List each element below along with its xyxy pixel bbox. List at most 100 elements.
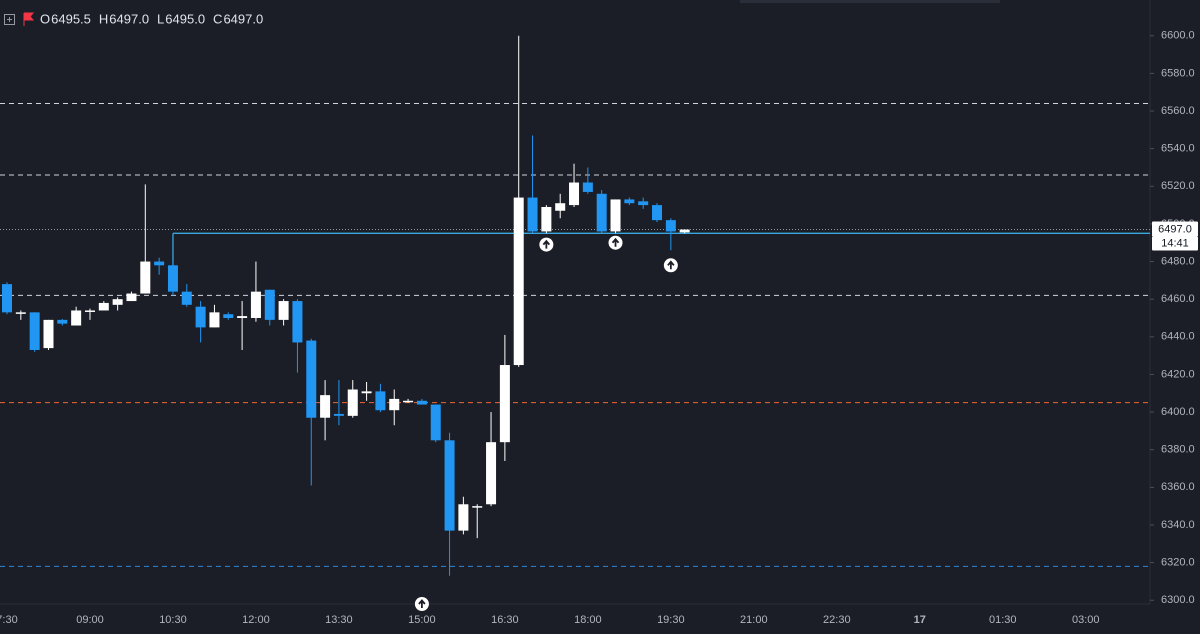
candle-body xyxy=(389,398,400,411)
y-tick-label: 6380.0 xyxy=(1161,444,1195,456)
expand-icon-plus xyxy=(7,17,12,22)
candle-body xyxy=(29,312,40,350)
candle-body xyxy=(347,389,358,416)
signal-marker xyxy=(539,237,554,252)
candle-body xyxy=(84,310,95,312)
candle-body xyxy=(15,312,26,314)
signal-arrow xyxy=(542,239,551,249)
signal-marker xyxy=(663,258,678,273)
candle-body xyxy=(403,400,414,403)
expand-icon[interactable] xyxy=(4,14,15,25)
candle-body xyxy=(361,391,372,394)
candle-body xyxy=(638,201,649,206)
y-tick-label: 6300.0 xyxy=(1161,594,1195,606)
candle-body xyxy=(333,413,344,416)
ohlc-legend: O 6495.5 H 6497.0 L 6495.0 C 6497.0 xyxy=(40,11,263,26)
x-tick-label: 7:30 xyxy=(0,614,18,626)
candle-body xyxy=(223,314,234,318)
candle-body xyxy=(486,442,497,505)
y-tick-label: 6520.0 xyxy=(1161,180,1195,192)
y-tick-label: 6340.0 xyxy=(1161,519,1195,531)
candle-body xyxy=(458,504,469,531)
candle-body xyxy=(278,301,289,320)
y-tick-label: 6420.0 xyxy=(1161,368,1195,380)
legend-key: H xyxy=(99,11,108,26)
legend-value: 6495.5 xyxy=(51,11,91,26)
candle-body xyxy=(541,206,552,232)
y-tick-label: 6600.0 xyxy=(1161,30,1195,42)
signal-marker xyxy=(414,597,429,611)
candle-body xyxy=(2,284,12,313)
price-label: 6497.0 xyxy=(1158,223,1192,235)
y-tick-label: 6560.0 xyxy=(1161,105,1195,117)
signal-arrow xyxy=(418,599,426,608)
candle-body xyxy=(195,306,206,328)
candle-body xyxy=(167,265,178,292)
y-tick-label: 6440.0 xyxy=(1161,331,1195,343)
x-tick-label: 12:00 xyxy=(242,614,270,626)
x-tick-label: 15:00 xyxy=(408,614,436,626)
x-tick-label: 03:00 xyxy=(1072,614,1100,626)
candle-body xyxy=(513,197,524,366)
candle-body xyxy=(250,291,261,318)
candle-body xyxy=(555,203,566,211)
x-tick-label: 21:00 xyxy=(740,614,768,626)
countdown-box xyxy=(1152,236,1198,251)
candle-body xyxy=(237,316,248,318)
flag-icon[interactable] xyxy=(23,12,35,26)
legend-key: L xyxy=(157,11,164,26)
candle-body xyxy=(624,199,635,204)
candle-body xyxy=(140,261,151,294)
countdown-label: 14:41 xyxy=(1161,237,1189,249)
candle-body xyxy=(43,319,54,349)
signal-marker xyxy=(608,235,623,250)
signal-arrow xyxy=(611,237,620,247)
candle-body xyxy=(292,301,303,343)
candle-body xyxy=(582,182,593,192)
x-tick-label: 09:00 xyxy=(76,614,104,626)
top-bar xyxy=(740,0,1000,3)
candle-body xyxy=(652,205,663,221)
candle-body xyxy=(472,506,483,508)
candle-body xyxy=(264,289,275,320)
x-tick-label: 17 xyxy=(914,614,926,626)
candle-body xyxy=(181,291,192,305)
candle-body xyxy=(499,365,510,443)
legend-key: O xyxy=(40,11,50,26)
legend-value: 6495.0 xyxy=(165,11,205,26)
x-tick-label: 16:30 xyxy=(491,614,519,626)
candle-body xyxy=(444,440,455,531)
y-tick-label: 6400.0 xyxy=(1161,406,1195,418)
candle-body xyxy=(112,299,123,305)
signal-arrow xyxy=(667,260,675,270)
y-tick-label: 6480.0 xyxy=(1161,255,1195,267)
y-tick-label: 6580.0 xyxy=(1161,67,1195,79)
x-tick-label: 01:30 xyxy=(989,614,1017,626)
x-tick-label: 18:00 xyxy=(574,614,602,626)
candle-body xyxy=(209,312,220,328)
candle-body xyxy=(569,182,580,206)
y-tick-label: 6320.0 xyxy=(1161,557,1195,569)
candle-body xyxy=(527,197,538,232)
candle-body xyxy=(154,261,165,266)
y-tick-label: 6360.0 xyxy=(1161,481,1195,493)
legend-value: 6497.0 xyxy=(109,11,149,26)
legend-key: C xyxy=(213,11,222,26)
price-label-box xyxy=(1152,221,1198,237)
y-tick-label: 6540.0 xyxy=(1161,143,1195,155)
candle-body xyxy=(98,302,109,311)
candle-body xyxy=(430,404,441,441)
candle-body xyxy=(665,220,676,232)
candle-body xyxy=(596,193,607,232)
x-tick-label: 10:30 xyxy=(159,614,187,626)
legend-value: 6497.0 xyxy=(223,11,263,26)
x-tick-label: 22:30 xyxy=(823,614,851,626)
x-tick-label: 19:30 xyxy=(657,614,685,626)
candle-body xyxy=(306,340,317,418)
candle-body xyxy=(126,293,137,302)
candle-body xyxy=(416,400,427,405)
candle-body xyxy=(610,199,621,232)
